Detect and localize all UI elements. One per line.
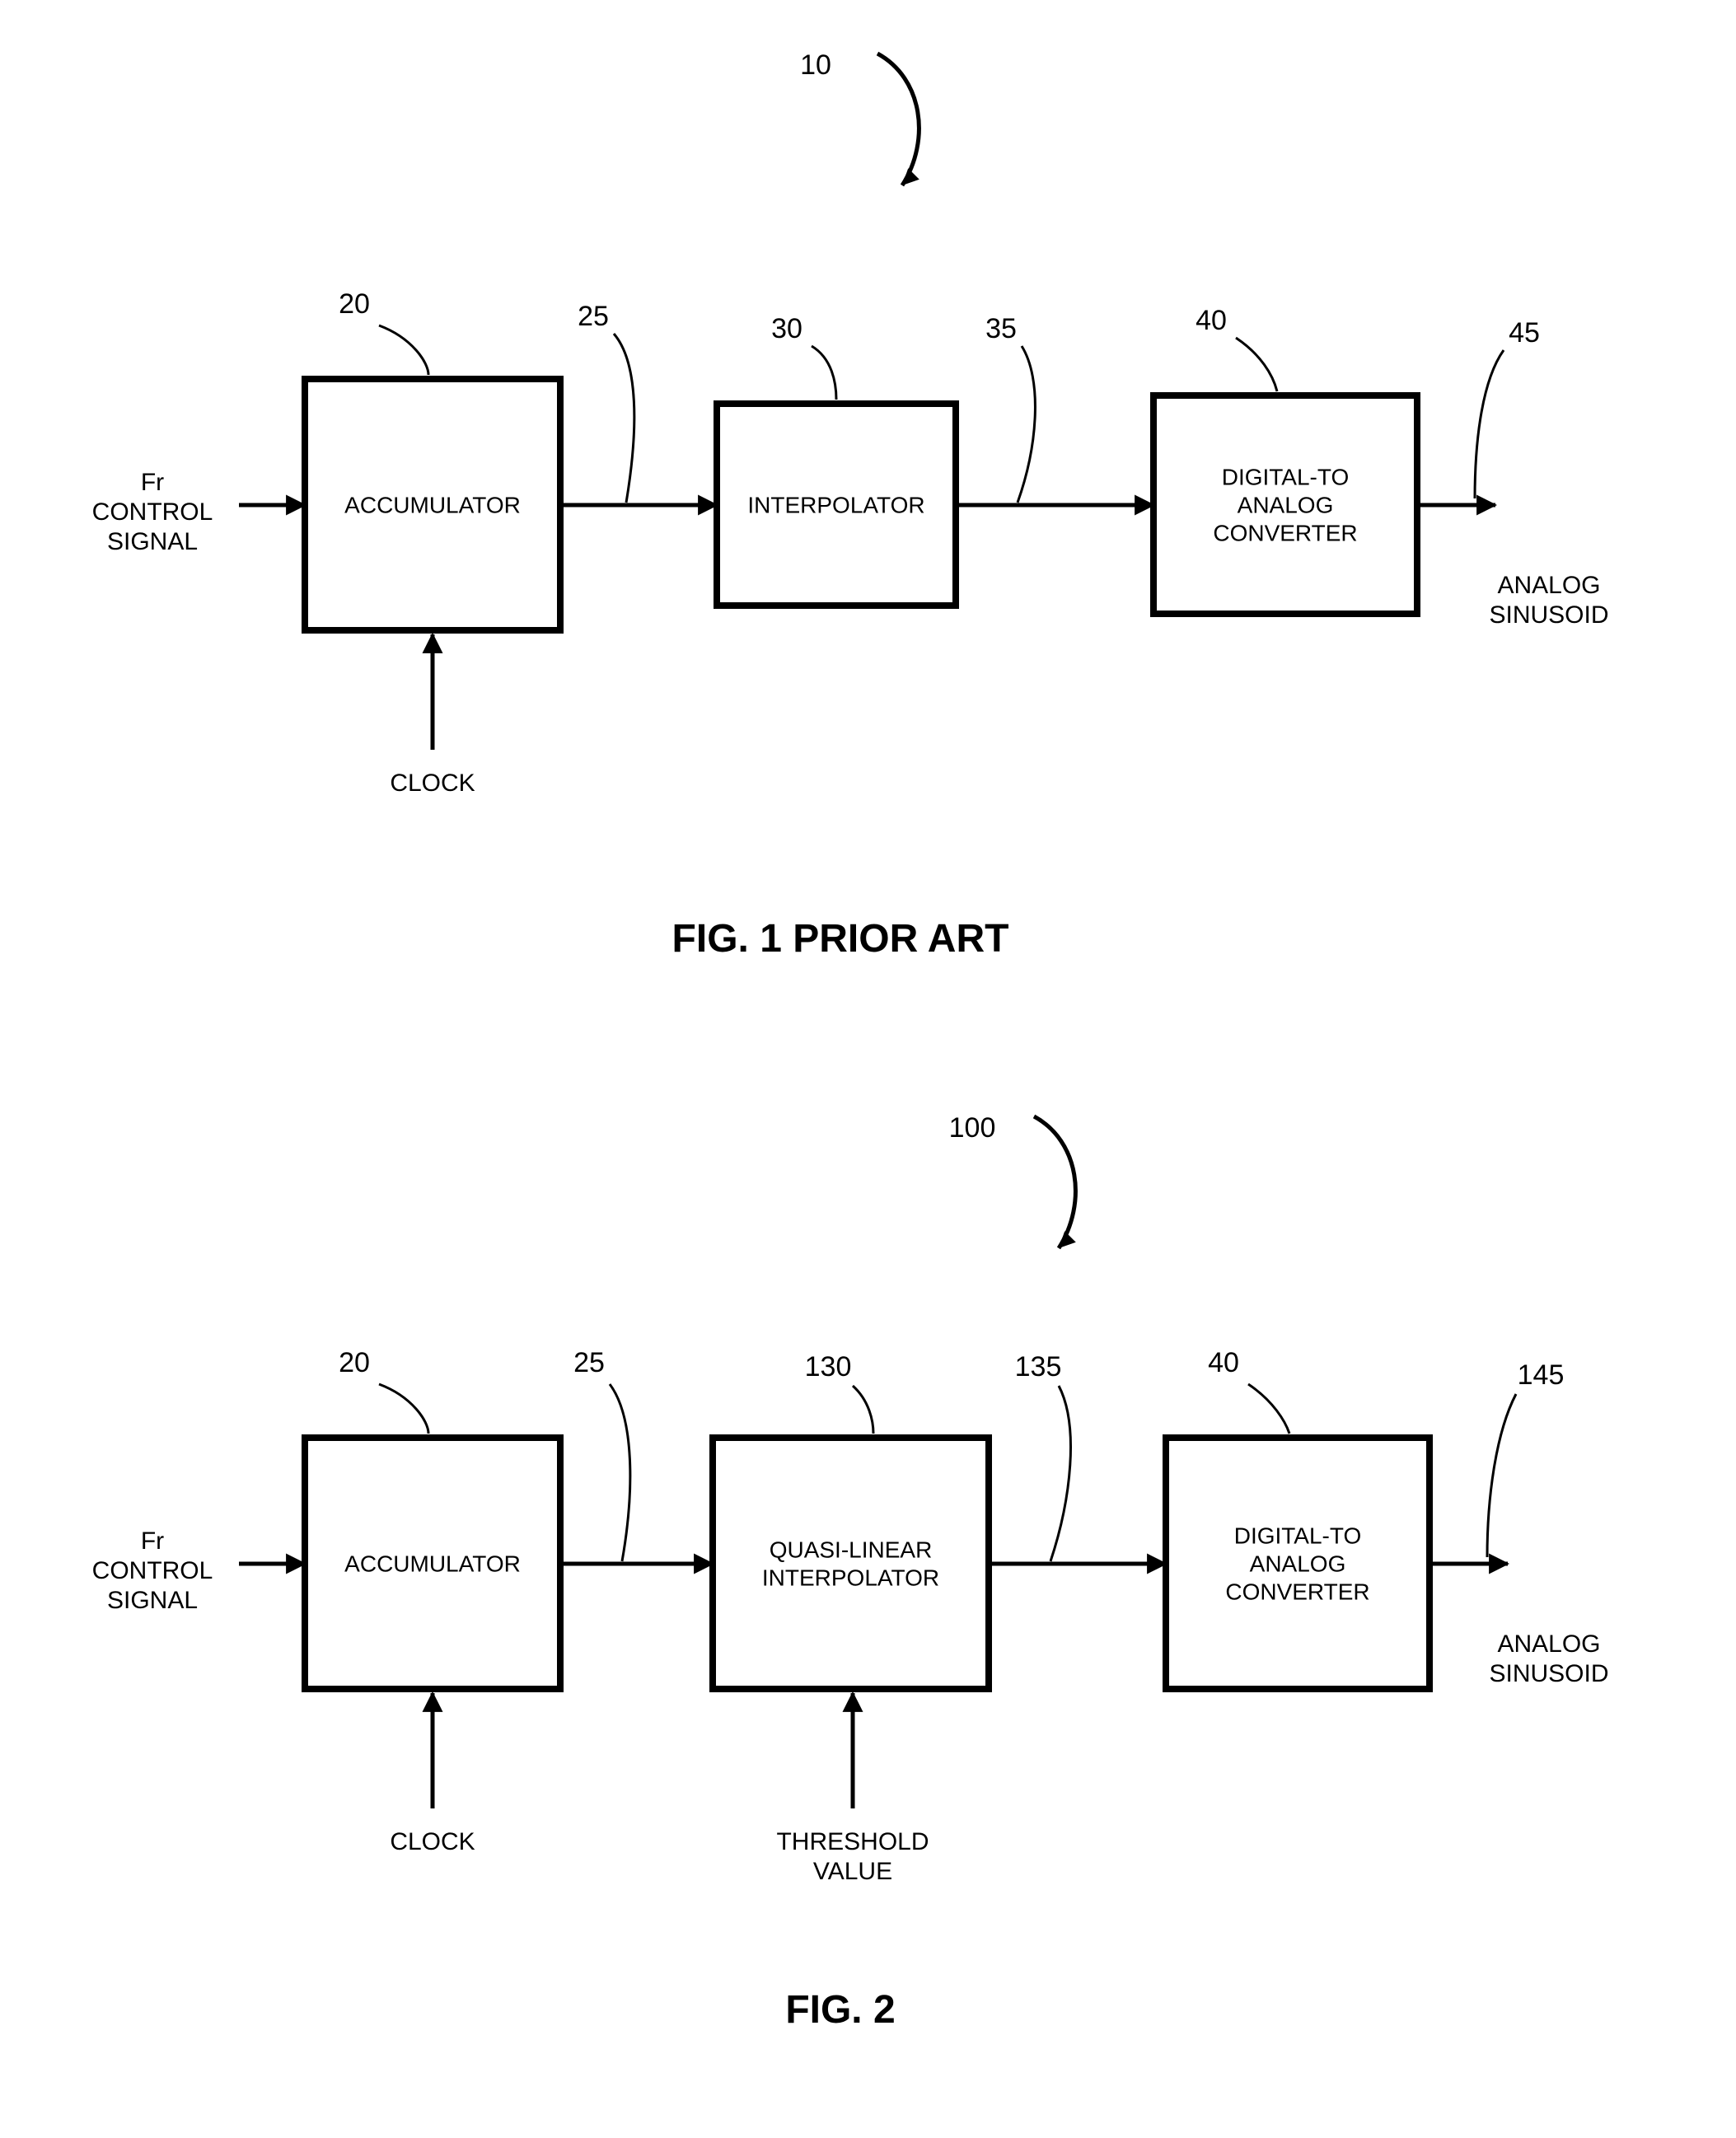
svg-text:ACCUMULATOR: ACCUMULATOR — [344, 1551, 521, 1577]
svg-text:THRESHOLD: THRESHOLD — [776, 1828, 929, 1855]
svg-text:INTERPOLATOR: INTERPOLATOR — [762, 1565, 939, 1591]
svg-text:QUASI-LINEAR: QUASI-LINEAR — [770, 1537, 933, 1563]
svg-text:FIG. 1 PRIOR ART: FIG. 1 PRIOR ART — [672, 917, 1009, 961]
svg-text:ANALOG: ANALOG — [1497, 572, 1600, 599]
svg-text:100: 100 — [949, 1112, 996, 1144]
svg-text:DIGITAL-TO: DIGITAL-TO — [1222, 465, 1350, 490]
svg-text:FIG. 2: FIG. 2 — [785, 1988, 895, 2032]
svg-text:VALUE: VALUE — [813, 1858, 892, 1885]
svg-text:ANALOG: ANALOG — [1250, 1551, 1346, 1577]
svg-text:ANALOG: ANALOG — [1497, 1630, 1600, 1658]
svg-text:Fr: Fr — [141, 1527, 164, 1555]
svg-text:CONVERTER: CONVERTER — [1225, 1579, 1369, 1605]
svg-text:CLOCK: CLOCK — [390, 770, 475, 797]
svg-text:20: 20 — [339, 1347, 370, 1378]
svg-text:25: 25 — [573, 1347, 605, 1378]
svg-text:SINUSOID: SINUSOID — [1489, 601, 1608, 629]
svg-text:35: 35 — [985, 313, 1017, 344]
svg-text:ACCUMULATOR: ACCUMULATOR — [344, 493, 521, 518]
svg-text:INTERPOLATOR: INTERPOLATOR — [747, 493, 924, 518]
svg-text:CLOCK: CLOCK — [390, 1828, 475, 1855]
svg-text:45: 45 — [1509, 317, 1540, 349]
svg-text:DIGITAL-TO: DIGITAL-TO — [1234, 1523, 1362, 1549]
svg-text:CONVERTER: CONVERTER — [1213, 521, 1357, 546]
svg-text:SIGNAL: SIGNAL — [107, 528, 198, 555]
svg-text:40: 40 — [1208, 1347, 1239, 1378]
svg-text:130: 130 — [805, 1351, 852, 1382]
svg-text:20: 20 — [339, 288, 370, 320]
svg-text:40: 40 — [1196, 305, 1227, 336]
svg-text:CONTROL: CONTROL — [92, 498, 213, 526]
svg-text:Fr: Fr — [141, 469, 164, 496]
svg-text:145: 145 — [1518, 1359, 1565, 1391]
svg-text:135: 135 — [1015, 1351, 1062, 1382]
svg-text:CONTROL: CONTROL — [92, 1557, 213, 1584]
svg-text:30: 30 — [771, 313, 802, 344]
svg-text:25: 25 — [578, 301, 609, 332]
svg-text:10: 10 — [800, 49, 831, 81]
svg-text:SINUSOID: SINUSOID — [1489, 1660, 1608, 1687]
svg-text:ANALOG: ANALOG — [1238, 493, 1334, 518]
svg-text:SIGNAL: SIGNAL — [107, 1587, 198, 1614]
